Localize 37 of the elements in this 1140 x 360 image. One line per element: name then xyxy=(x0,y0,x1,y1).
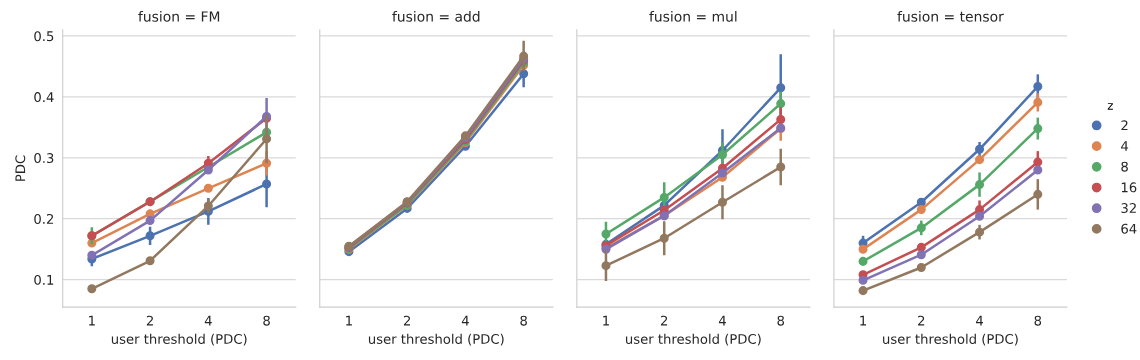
x-tick-label: 1 xyxy=(860,315,867,326)
y-tick-label: 0.5 xyxy=(34,31,54,42)
x-axis-title: user threshold (PDC) xyxy=(626,333,761,346)
x-axis-title: user threshold (PDC) xyxy=(368,333,504,346)
x-axis-title: user threshold (PDC) xyxy=(111,333,247,346)
legend-label: 8 xyxy=(1121,161,1128,172)
x-tick-label: 8 xyxy=(777,315,785,326)
x-tick-label: 4 xyxy=(204,315,212,326)
legend-label: 16 xyxy=(1121,182,1137,193)
x-tick-label: 2 xyxy=(660,315,668,326)
x-axis-title: user threshold (PDC) xyxy=(883,333,1018,346)
legend-label: 4 xyxy=(1121,141,1129,151)
x-tick-label: 4 xyxy=(461,315,469,326)
x-tick-label: 8 xyxy=(520,315,527,326)
y-axis-title: PDC xyxy=(15,155,26,181)
x-tick-label: 2 xyxy=(146,315,153,326)
chart-title: fusion = add xyxy=(392,10,480,22)
y-tick-label: 0.3 xyxy=(34,153,54,164)
chart-title: fusion = mul xyxy=(649,10,737,22)
x-tick-label: 4 xyxy=(975,315,983,326)
legend-label: 64 xyxy=(1121,223,1137,234)
x-tick-label: 4 xyxy=(718,315,726,326)
chart-title: fusion = FM xyxy=(138,10,220,22)
x-tick-label: 8 xyxy=(1034,315,1042,326)
x-tick-label: 1 xyxy=(603,315,609,326)
chart-title: fusion = tensor xyxy=(897,10,1004,22)
legend-label: 2 xyxy=(1121,120,1128,131)
y-tick-label: 0.1 xyxy=(34,274,54,285)
y-tick-label: 0.4 xyxy=(34,92,54,103)
x-tick-label: 2 xyxy=(918,315,925,326)
x-tick-label: 2 xyxy=(403,315,411,326)
y-tick-label: 0.2 xyxy=(34,213,54,224)
legend-title: z xyxy=(1107,103,1113,110)
x-tick-label: 1 xyxy=(346,315,352,326)
legend-label: 32 xyxy=(1121,203,1136,214)
x-tick-label: 1 xyxy=(89,315,95,326)
x-tick-label: 8 xyxy=(263,315,270,326)
